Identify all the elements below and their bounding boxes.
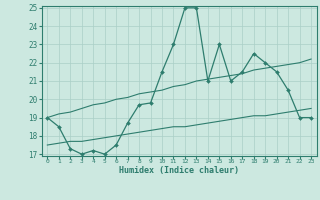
X-axis label: Humidex (Indice chaleur): Humidex (Indice chaleur) bbox=[119, 166, 239, 175]
